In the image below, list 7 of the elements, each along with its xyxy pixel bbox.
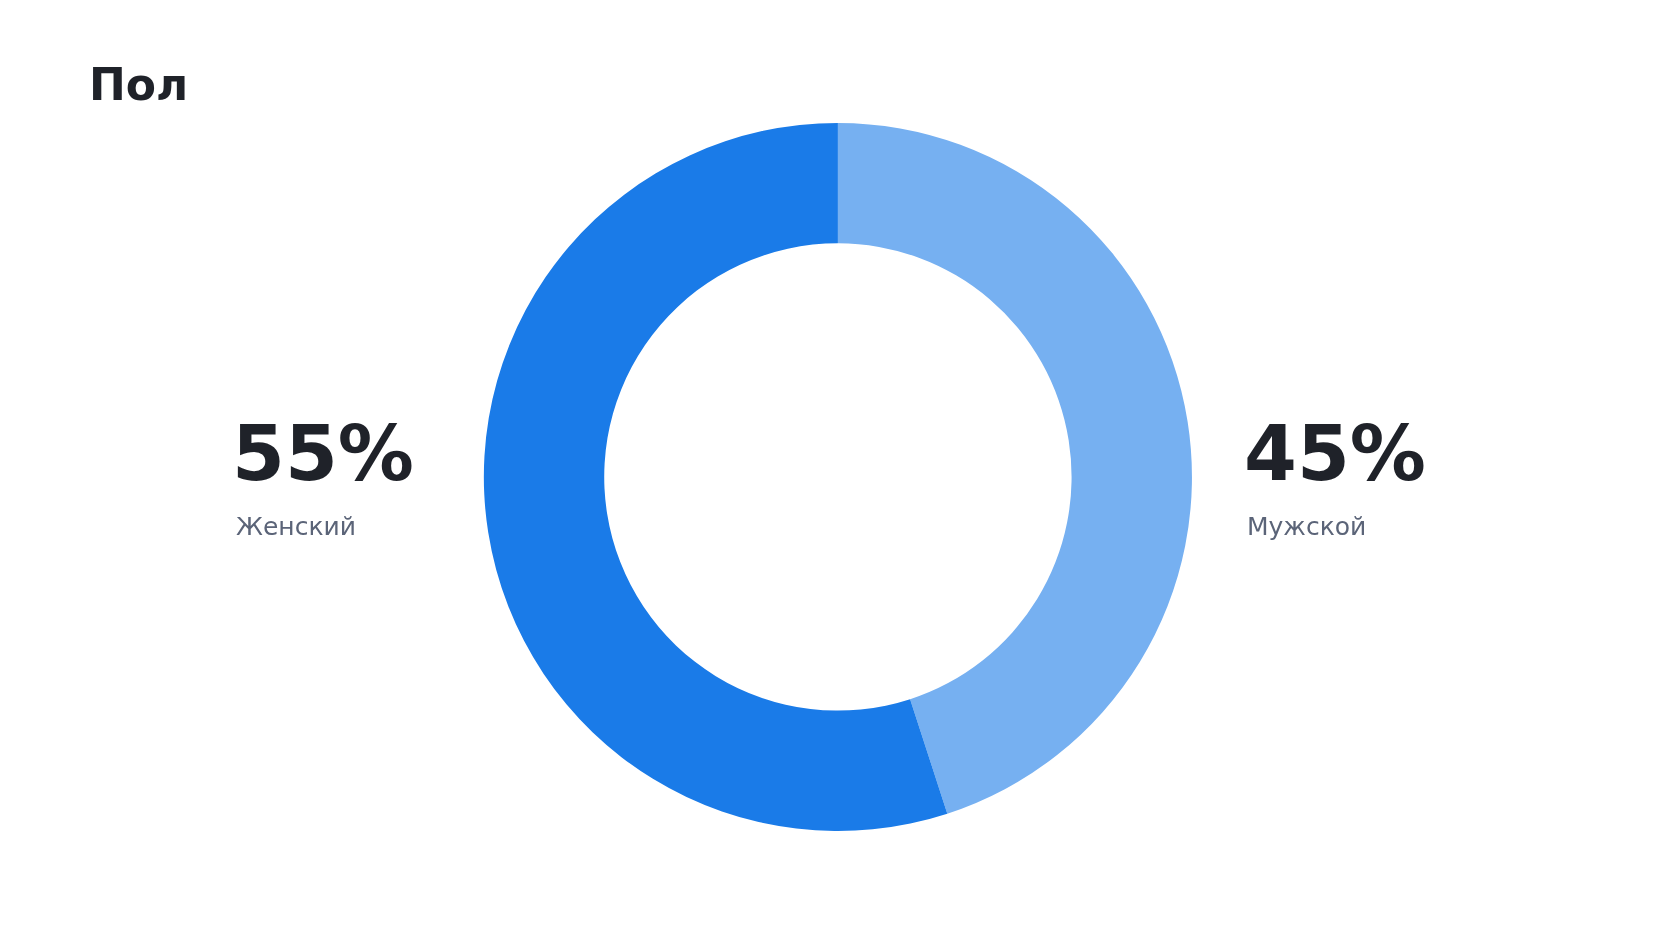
data-label: 45% (1244, 409, 1426, 498)
donut-slice (484, 122, 948, 831)
data-label: 55% (232, 409, 414, 498)
slice-label: Женский (236, 512, 356, 541)
chart-title: Пол (89, 59, 189, 111)
donut-slice (837, 122, 1192, 814)
slice-label: Мужской (1247, 512, 1367, 541)
